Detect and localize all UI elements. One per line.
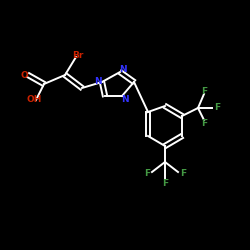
Text: F: F (201, 118, 207, 128)
Text: N: N (121, 94, 129, 104)
Text: Br: Br (72, 52, 84, 60)
Text: F: F (214, 104, 220, 112)
Text: F: F (201, 88, 207, 96)
Text: N: N (94, 76, 102, 86)
Text: N: N (119, 64, 127, 74)
Text: OH: OH (26, 96, 42, 104)
Text: F: F (180, 170, 186, 178)
Text: F: F (144, 170, 150, 178)
Text: O: O (20, 70, 28, 80)
Text: F: F (162, 178, 168, 188)
